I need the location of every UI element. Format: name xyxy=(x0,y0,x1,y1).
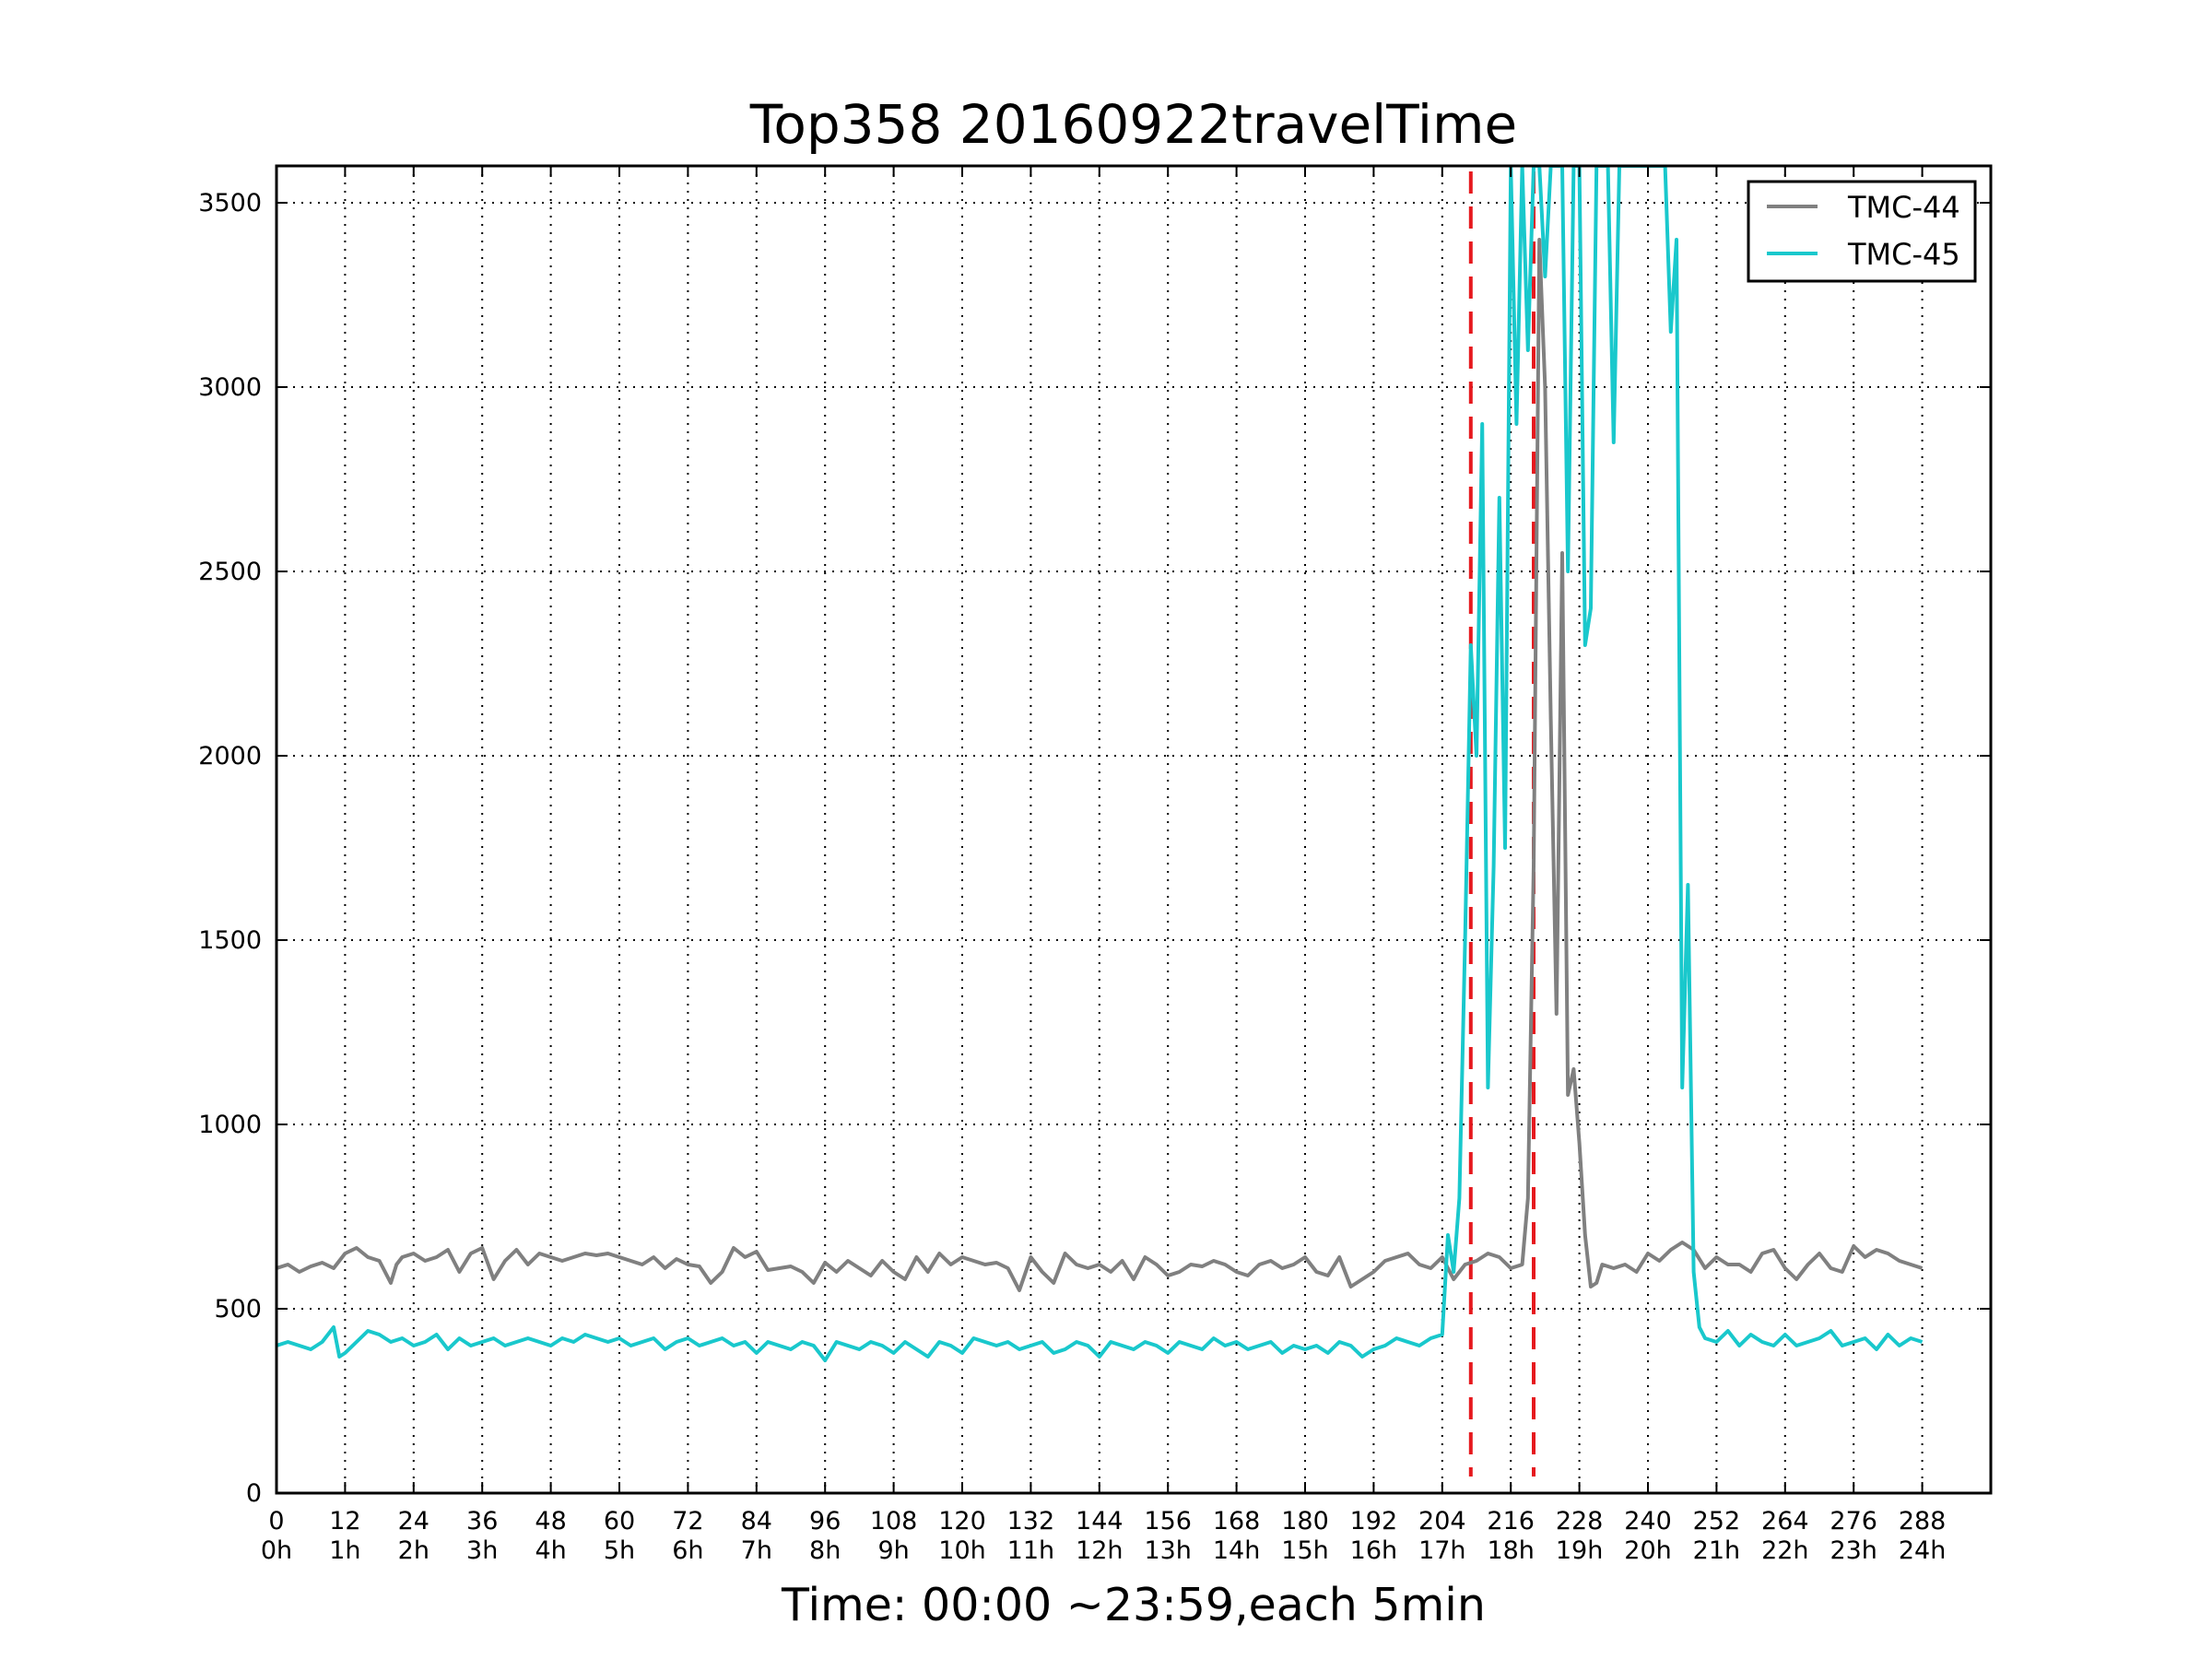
x-tick-label-hour: 20h xyxy=(1624,1536,1671,1565)
legend-label-tmc-44: TMC-44 xyxy=(1847,190,1960,225)
x-tick-label-hour: 1h xyxy=(329,1536,360,1565)
x-tick-label: 48 xyxy=(535,1507,566,1535)
x-tick-label-hour: 6h xyxy=(672,1536,703,1565)
x-tick-label: 276 xyxy=(1830,1507,1877,1535)
x-tick-label: 12 xyxy=(329,1507,360,1535)
chart-title: Top358 20160922travelTime xyxy=(749,93,1517,156)
x-tick-label: 216 xyxy=(1487,1507,1535,1535)
x-tick-label: 36 xyxy=(466,1507,498,1535)
x-tick-label-hour: 9h xyxy=(877,1536,909,1565)
y-tick-labels: 0 500 1000 1500 2000 2500 3000 3500 xyxy=(198,189,262,1508)
legend: TMC-44 TMC-45 xyxy=(1747,180,1977,283)
x-tick-label: 144 xyxy=(1076,1507,1124,1535)
x-tick-label: 84 xyxy=(741,1507,772,1535)
x-tick-label-hour: 8h xyxy=(809,1536,841,1565)
x-tick-label: 24 xyxy=(398,1507,429,1535)
x-tick-label: 180 xyxy=(1281,1507,1329,1535)
x-axis-label: Time: 00:00 ~23:59,each 5min xyxy=(781,1579,1486,1631)
x-tick-label: 60 xyxy=(604,1507,635,1535)
x-tick-label-hour: 10h xyxy=(938,1536,985,1565)
x-tick-label-hour: 7h xyxy=(741,1536,772,1565)
x-tick-label-hour: 13h xyxy=(1144,1536,1191,1565)
legend-box xyxy=(1747,180,1977,283)
series-line-tmc-44 xyxy=(276,238,1924,1292)
x-tick-label-hour: 2h xyxy=(398,1536,429,1565)
x-tick-label: 288 xyxy=(1899,1507,1947,1535)
plot-area-frame xyxy=(275,164,1993,1495)
x-tick-label-hour: 24h xyxy=(1899,1536,1946,1565)
x-tick-label: 72 xyxy=(672,1507,703,1535)
x-tick-label: 132 xyxy=(1007,1507,1055,1535)
x-tick-label-hour: 14h xyxy=(1213,1536,1260,1565)
x-tick-label-hour: 16h xyxy=(1350,1536,1397,1565)
y-tick-label: 500 xyxy=(214,1295,262,1324)
x-tick-label: 168 xyxy=(1213,1507,1261,1535)
y-tick-label: 1000 xyxy=(198,1111,262,1139)
axis-ticks xyxy=(276,166,1991,1494)
x-tick-label: 252 xyxy=(1693,1507,1741,1535)
y-tick-label: 3000 xyxy=(198,373,262,402)
y-tick-label: 3500 xyxy=(198,189,262,218)
y-tick-label: 1500 xyxy=(198,926,262,955)
y-tick-label: 2500 xyxy=(198,558,262,586)
x-tick-label: 240 xyxy=(1624,1507,1672,1535)
x-tick-label: 120 xyxy=(938,1507,986,1535)
x-tick-label-hour: 19h xyxy=(1556,1536,1603,1565)
x-tick-label-hour: 21h xyxy=(1693,1536,1740,1565)
x-tick-label-hour: 17h xyxy=(1418,1536,1465,1565)
x-tick-label-hour: 5h xyxy=(604,1536,635,1565)
x-tick-label-hour: 11h xyxy=(1007,1536,1054,1565)
x-tick-label-hour: 3h xyxy=(466,1536,498,1565)
x-tick-label: 96 xyxy=(809,1507,841,1535)
legend-label-tmc-45: TMC-45 xyxy=(1847,237,1960,272)
x-tick-label-hour: 22h xyxy=(1761,1536,1808,1565)
x-tick-label: 264 xyxy=(1761,1507,1809,1535)
x-tick-label-hour: 0h xyxy=(261,1536,292,1565)
grid xyxy=(276,166,1991,1494)
x-tick-label-hour: 18h xyxy=(1487,1536,1534,1565)
x-tick-label: 108 xyxy=(870,1507,918,1535)
x-tick-label-hour: 15h xyxy=(1281,1536,1328,1565)
x-tick-label-hour: 12h xyxy=(1076,1536,1123,1565)
series-lines xyxy=(276,166,1924,1362)
x-tick-label: 156 xyxy=(1144,1507,1192,1535)
y-tick-label: 0 xyxy=(246,1479,262,1508)
y-tick-label: 2000 xyxy=(198,742,262,771)
x-tick-label-hour: 23h xyxy=(1830,1536,1877,1565)
x-tick-label: 192 xyxy=(1350,1507,1398,1535)
x-tick-label-hour: 4h xyxy=(535,1536,566,1565)
series-line-tmc-45 xyxy=(276,166,1924,1362)
x-tick-label: 204 xyxy=(1418,1507,1466,1535)
x-tick-label: 228 xyxy=(1556,1507,1604,1535)
x-tick-label: 0 xyxy=(268,1507,284,1535)
